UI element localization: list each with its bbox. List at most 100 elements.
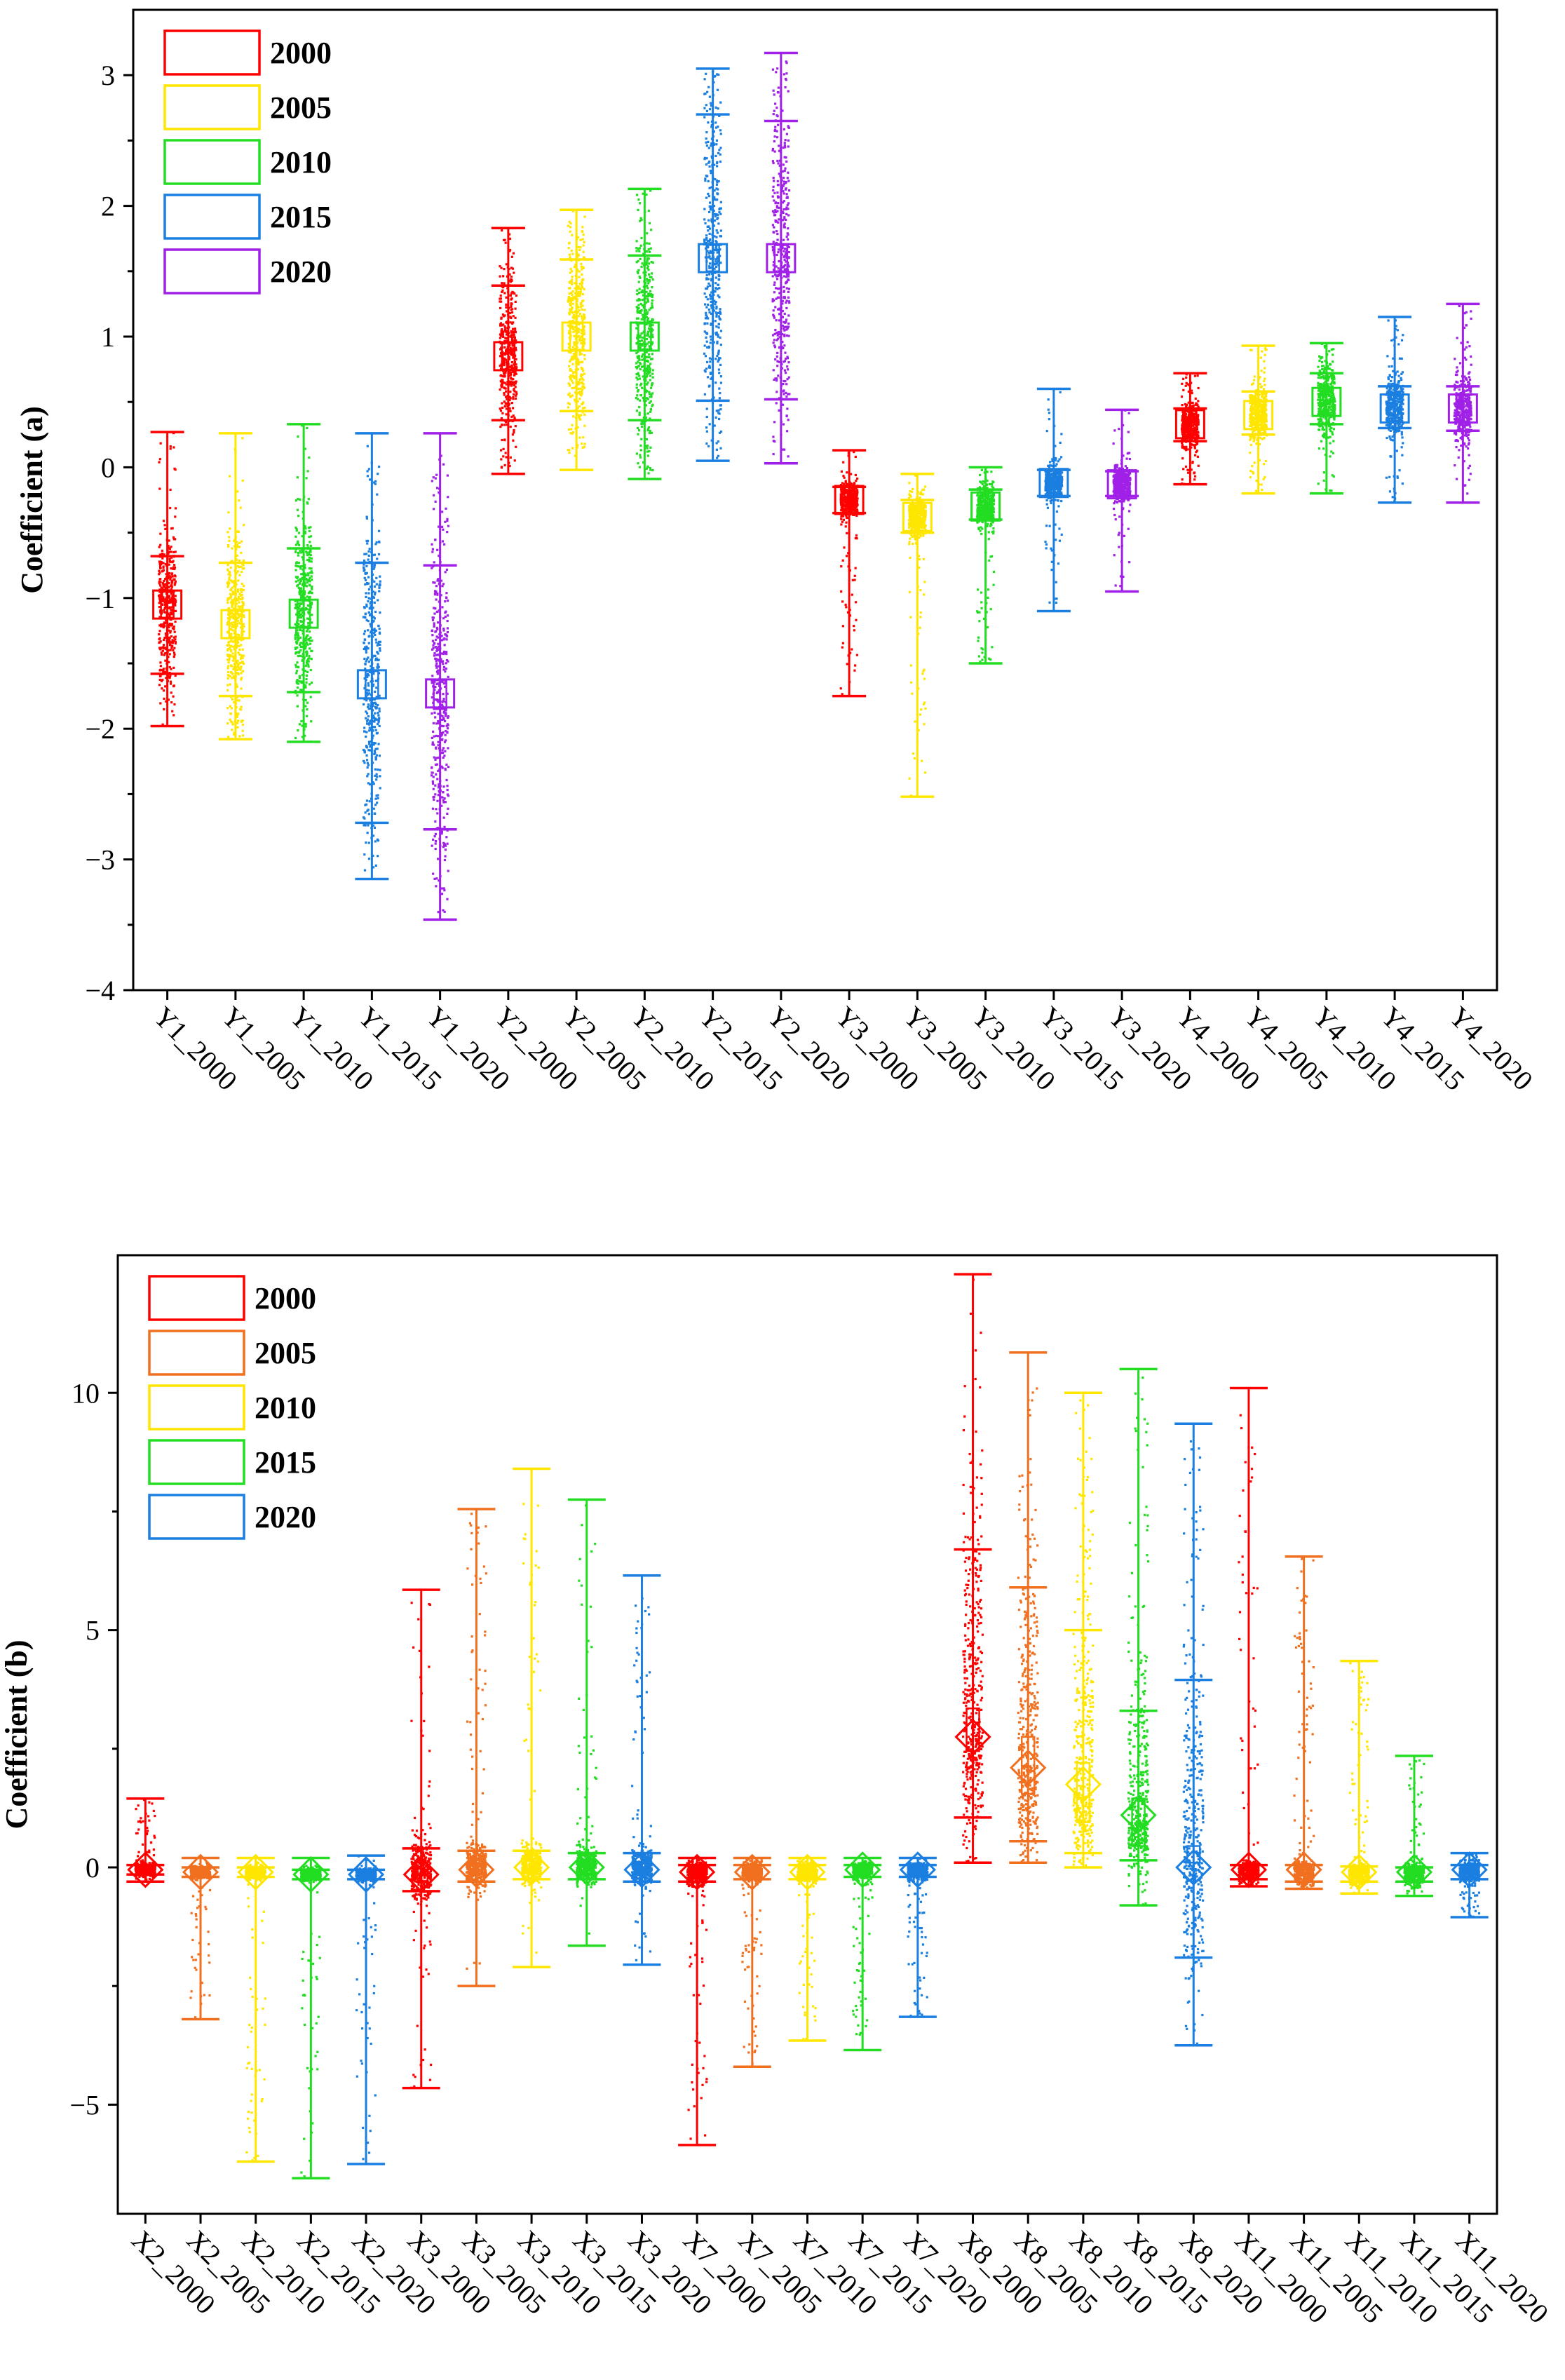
data-point [773,421,776,424]
data-point [843,496,846,499]
data-point [571,210,574,212]
data-point [294,576,297,579]
data-point [703,208,706,210]
data-point [440,887,443,890]
data-point [842,518,846,521]
data-point [309,647,311,650]
data-point [236,619,239,622]
data-point [304,530,306,533]
data-point [778,336,781,339]
data-point [849,499,852,501]
data-point [640,318,643,320]
data-point [705,426,708,429]
data-point [238,663,240,665]
data-point [440,733,444,736]
data-point [646,297,649,300]
data-point [785,301,787,304]
data-point [851,506,853,508]
data-point [375,541,378,544]
data-point [310,560,313,563]
data-point [648,242,651,245]
data-point [839,687,842,690]
data-point [572,386,575,389]
data-point [647,426,651,429]
data-point [714,198,717,201]
data-point [705,131,708,134]
data-point [236,530,238,533]
data-point [236,722,239,724]
data-point [772,269,775,271]
data-point [500,458,503,461]
data-point [773,283,775,286]
data-point [771,249,775,252]
data-point [712,143,715,146]
data-point [778,149,781,152]
data-point [514,425,517,428]
data-point [168,539,170,542]
data-point [717,454,720,457]
data-point [705,442,708,445]
data-point [229,712,233,715]
data-point [160,623,163,626]
data-point [646,330,650,333]
data-point [298,592,301,595]
data-point [921,488,924,492]
data-point [843,546,846,549]
data-point [236,696,238,699]
data-point [240,656,243,659]
data-point [447,807,449,810]
data-point [785,391,787,394]
data-point [363,576,366,579]
data-point [568,281,571,284]
data-point [777,184,780,187]
data-point [577,327,581,330]
data-point [908,777,911,780]
data-point [648,324,651,327]
data-point [158,560,161,563]
data-point [296,694,299,697]
data-point [921,672,924,675]
data-point [855,537,858,540]
data-point [367,741,371,743]
data-point [374,543,377,546]
data-point [239,594,243,597]
data-point [714,106,717,109]
data-point [714,215,717,218]
data-point [510,334,513,337]
data-point [646,372,649,376]
data-point [311,614,313,616]
mean-marker [152,589,183,620]
data-point [363,633,365,635]
data-point [772,264,775,266]
data-point [645,375,648,379]
data-point [637,271,639,275]
data-point [787,393,790,395]
data-point [233,648,236,651]
data-point [304,639,307,642]
data-point [367,782,370,785]
data-point [775,210,778,214]
data-point [233,580,236,583]
data-point [238,634,240,637]
data-point [170,613,173,616]
data-point [226,623,229,626]
data-point [572,313,576,317]
data-point [581,377,584,380]
data-point [783,156,786,158]
data-point [708,262,712,265]
data-point [644,351,647,353]
data-point [442,887,445,890]
data-point [436,682,439,685]
data-point [433,798,435,801]
data-point [719,229,722,232]
data-point [364,811,367,814]
data-point [229,594,233,597]
data-point [306,604,309,607]
data-point [365,645,368,648]
data-point [839,501,842,503]
data-point [162,562,165,564]
data-point [433,735,435,738]
data-point [236,490,239,493]
data-point [373,564,377,567]
data-point [912,535,914,538]
